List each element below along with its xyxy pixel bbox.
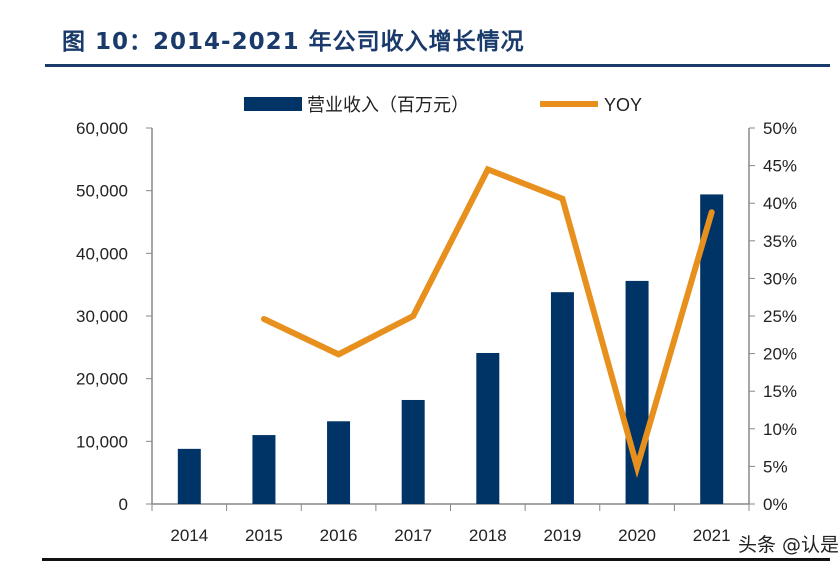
right-tick-label: 15% [763, 382, 797, 401]
right-tick-label: 45% [763, 157, 797, 176]
left-tick-label: 50,000 [76, 182, 128, 201]
right-tick-label: 0% [763, 495, 788, 514]
left-tick-label: 0 [119, 495, 128, 514]
x-tick-label: 2014 [170, 526, 208, 545]
x-tick-label: 2020 [618, 526, 656, 545]
x-tick-label: 2016 [320, 526, 358, 545]
bar-2015 [252, 435, 276, 504]
bar-2021 [700, 194, 724, 504]
left-tick-label: 30,000 [76, 307, 128, 326]
left-tick-label: 60,000 [76, 119, 128, 138]
right-tick-label: 5% [763, 457, 788, 476]
right-tick-label: 30% [763, 269, 797, 288]
bar-2017 [401, 399, 425, 504]
x-tick-label: 2018 [469, 526, 507, 545]
legend-line-label: YOY [604, 95, 642, 115]
bar-2014 [177, 448, 201, 504]
chart-title: 图 10：2014-2021 年公司收入增长情况 [62, 29, 525, 55]
right-tick-label: 35% [763, 232, 797, 251]
x-tick-label: 2019 [544, 526, 582, 545]
bottom-rule [42, 558, 830, 561]
right-tick-label: 40% [763, 194, 797, 213]
left-tick-label: 40,000 [76, 244, 128, 263]
x-tick-label: 2021 [693, 526, 731, 545]
left-tick-label: 10,000 [76, 432, 128, 451]
watermark: 头条 @认是 [738, 534, 838, 556]
left-tick-label: 20,000 [76, 370, 128, 389]
bar-2018 [476, 352, 500, 504]
right-tick-label: 50% [763, 119, 797, 138]
right-tick-label: 25% [763, 307, 797, 326]
bar-2016 [327, 421, 351, 504]
legend-bar-label: 营业收入（百万元） [307, 95, 469, 115]
x-tick-label: 2015 [245, 526, 283, 545]
legend-bar-swatch [244, 97, 302, 111]
right-tick-label: 20% [763, 345, 797, 364]
right-tick-label: 10% [763, 420, 797, 439]
title-rule [45, 64, 830, 67]
bar-2019 [550, 292, 574, 504]
x-tick-label: 2017 [394, 526, 432, 545]
